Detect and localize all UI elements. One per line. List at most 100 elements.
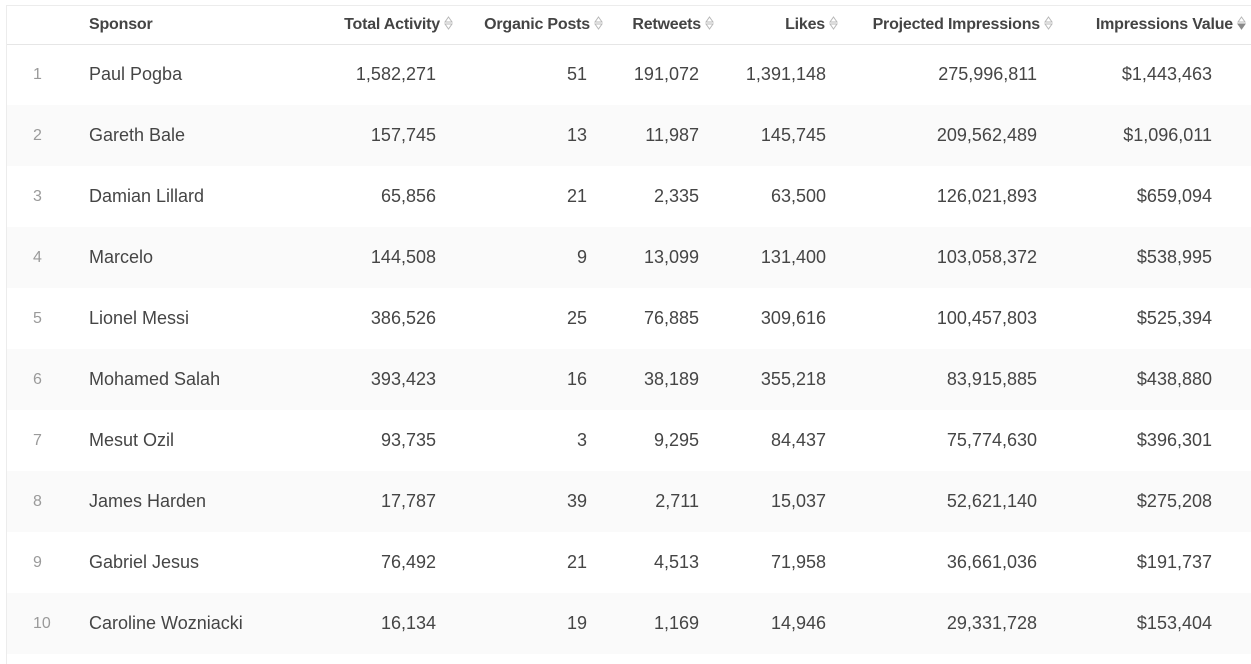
cell-rank: 5 bbox=[33, 309, 42, 327]
cell-retweets: 11,987 bbox=[645, 125, 699, 145]
cell-retweets: 191,072 bbox=[633, 64, 699, 85]
column-header-sponsor: Sponsor bbox=[89, 6, 274, 44]
cell-impressions-value: $659,094 bbox=[1136, 186, 1212, 206]
cell-projected-impressions: 100,457,803 bbox=[936, 308, 1037, 328]
cell-likes: 1,391,148 bbox=[745, 64, 826, 85]
cell-total-activity: 16,134 bbox=[380, 613, 436, 633]
cell-organic-posts: 51 bbox=[566, 64, 587, 85]
column-header-impressions-value[interactable]: Impressions Value bbox=[1059, 6, 1251, 44]
cell-sponsor: Lionel Messi bbox=[89, 308, 190, 328]
sort-up-down-icon[interactable] bbox=[829, 15, 838, 31]
column-header-label: Retweets bbox=[632, 16, 701, 34]
table-row[interactable]: 5 Lionel Messi 386,526 25 76,885 309,616 100,4… bbox=[7, 288, 1251, 349]
cell-sponsor: Mohamed Salah bbox=[89, 369, 221, 389]
cell-retweets: 2,711 bbox=[655, 491, 699, 511]
cell-total-activity: 1,582,271 bbox=[355, 64, 436, 85]
cell-retweets: 38,189 bbox=[643, 369, 699, 389]
cell-likes: 63,500 bbox=[770, 186, 826, 206]
cell-organic-posts: 9 bbox=[576, 247, 587, 267]
cell-organic-posts: 21 bbox=[566, 552, 587, 572]
cell-likes: 145,745 bbox=[760, 125, 826, 145]
cell-total-activity: 386,526 bbox=[370, 308, 436, 328]
cell-sponsor: Gabriel Jesus bbox=[89, 552, 200, 572]
sponsor-table-container: Sponsor Total Activity Organic Posts Retwee… bbox=[6, 5, 1251, 664]
cell-projected-impressions: 36,661,036 bbox=[946, 552, 1037, 572]
cell-projected-impressions: 209,562,489 bbox=[936, 125, 1037, 145]
cell-projected-impressions: 275,996,811 bbox=[938, 64, 1037, 85]
table-row[interactable]: 7 Mesut Ozil 93,735 3 9,295 84,437 75,774,630 $… bbox=[7, 410, 1251, 471]
cell-organic-posts: 16 bbox=[566, 369, 587, 389]
cell-sponsor: Paul Pogba bbox=[89, 64, 183, 85]
cell-organic-posts: 19 bbox=[566, 613, 587, 633]
cell-likes: 14,946 bbox=[770, 613, 826, 633]
cell-impressions-value: $538,995 bbox=[1136, 247, 1212, 267]
cell-organic-posts: 21 bbox=[566, 186, 587, 206]
table-row[interactable]: 9 Gabriel Jesus 76,492 21 4,513 71,958 36,661,… bbox=[7, 532, 1251, 593]
cell-retweets: 4,513 bbox=[653, 552, 699, 572]
cell-rank: 3 bbox=[33, 187, 42, 205]
table-row[interactable]: 8 James Harden 17,787 39 2,711 15,037 52,621,1… bbox=[7, 471, 1251, 532]
table-body: 1 Paul Pogba 1,582,271 51 191,072 1,391,148 27… bbox=[7, 44, 1251, 654]
table-row[interactable]: 2 Gareth Bale 157,745 13 11,987 145,745 209,56… bbox=[7, 105, 1251, 166]
cell-likes: 309,616 bbox=[760, 308, 826, 328]
column-header-label: Projected Impressions bbox=[872, 16, 1041, 34]
column-header-label: Total Activity bbox=[344, 16, 440, 34]
table-row[interactable]: 4 Marcelo 144,508 9 13,099 131,400 103,058,372… bbox=[7, 227, 1251, 288]
table-row[interactable]: 1 Paul Pogba 1,582,271 51 191,072 1,391,148 27… bbox=[7, 44, 1251, 105]
sponsor-table: Sponsor Total Activity Organic Posts Retwee… bbox=[7, 6, 1251, 654]
column-header-label: Impressions Value bbox=[1095, 16, 1233, 34]
sort-up-down-icon[interactable] bbox=[705, 15, 714, 31]
cell-likes: 84,437 bbox=[770, 430, 826, 450]
cell-rank: 4 bbox=[33, 248, 42, 266]
column-header-likes[interactable]: Likes bbox=[720, 6, 844, 44]
cell-rank: 10 bbox=[33, 614, 51, 632]
cell-projected-impressions: 83,915,885 bbox=[946, 369, 1037, 389]
cell-impressions-value: $153,404 bbox=[1136, 613, 1212, 633]
cell-sponsor: Marcelo bbox=[89, 247, 154, 267]
column-header-retweets[interactable]: Retweets bbox=[609, 6, 720, 44]
cell-organic-posts: 39 bbox=[566, 491, 587, 511]
cell-sponsor: Caroline Wozniacki bbox=[89, 613, 243, 633]
cell-organic-posts: 3 bbox=[576, 430, 587, 450]
column-header-organic-posts[interactable]: Organic Posts bbox=[459, 6, 609, 44]
cell-likes: 15,037 bbox=[770, 491, 826, 511]
table-row[interactable]: 3 Damian Lillard 65,856 21 2,335 63,500 126,02… bbox=[7, 166, 1251, 227]
cell-projected-impressions: 29,331,728 bbox=[946, 613, 1037, 633]
cell-rank: 2 bbox=[33, 126, 42, 144]
cell-impressions-value: $1,443,463 bbox=[1121, 64, 1212, 85]
cell-organic-posts: 13 bbox=[566, 125, 587, 145]
table-row[interactable]: 6 Mohamed Salah 393,423 16 38,189 355,218 83,9… bbox=[7, 349, 1251, 410]
cell-sponsor: Gareth Bale bbox=[89, 125, 186, 145]
column-header-label: Likes bbox=[785, 16, 825, 34]
sort-up-down-icon[interactable] bbox=[594, 15, 603, 31]
table-row[interactable]: 10 Caroline Wozniacki 16,134 19 1,169 14,946 2… bbox=[7, 593, 1251, 654]
cell-projected-impressions: 103,058,372 bbox=[936, 247, 1037, 267]
cell-sponsor: James Harden bbox=[89, 491, 207, 511]
cell-retweets: 9,295 bbox=[653, 430, 699, 450]
cell-total-activity: 157,745 bbox=[370, 125, 436, 145]
cell-total-activity: 17,787 bbox=[380, 491, 436, 511]
cell-rank: 9 bbox=[33, 553, 42, 571]
cell-rank: 8 bbox=[33, 492, 42, 510]
cell-rank: 7 bbox=[33, 431, 42, 449]
cell-total-activity: 144,508 bbox=[370, 247, 436, 267]
column-header-projected-impressions[interactable]: Projected Impressions bbox=[844, 6, 1059, 44]
cell-impressions-value: $396,301 bbox=[1136, 430, 1212, 450]
sort-up-down-icon[interactable] bbox=[444, 15, 453, 31]
column-header-total-activity[interactable]: Total Activity bbox=[274, 6, 459, 44]
cell-projected-impressions: 52,621,140 bbox=[946, 491, 1037, 511]
cell-likes: 355,218 bbox=[760, 369, 826, 389]
sort-up-down-icon[interactable] bbox=[1237, 15, 1246, 31]
cell-projected-impressions: 126,021,893 bbox=[936, 186, 1037, 206]
column-header-label: Organic Posts bbox=[484, 16, 590, 34]
cell-impressions-value: $525,394 bbox=[1136, 308, 1212, 328]
sort-up-down-icon[interactable] bbox=[1044, 15, 1053, 31]
cell-sponsor: Damian Lillard bbox=[89, 186, 205, 206]
cell-retweets: 76,885 bbox=[643, 308, 699, 328]
cell-impressions-value: $1,096,011 bbox=[1123, 125, 1212, 145]
cell-rank: 1 bbox=[33, 65, 42, 83]
cell-total-activity: 76,492 bbox=[380, 552, 436, 572]
cell-retweets: 1,169 bbox=[653, 613, 699, 633]
column-header-label: Sponsor bbox=[89, 15, 153, 33]
cell-sponsor: Mesut Ozil bbox=[89, 430, 175, 450]
